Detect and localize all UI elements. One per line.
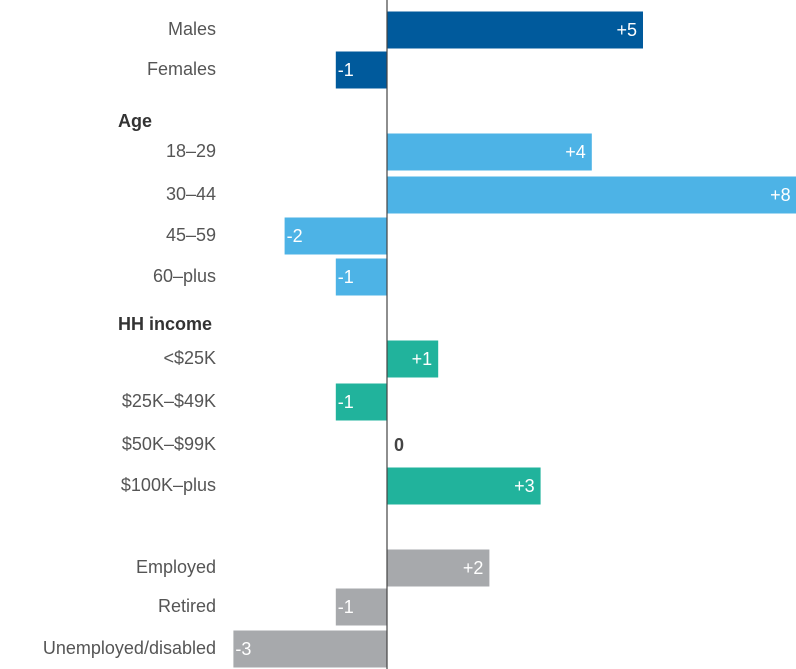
value-label: -3 — [235, 639, 251, 659]
category-label: 30–44 — [166, 184, 216, 204]
bar — [335, 383, 387, 421]
category-label: Females — [147, 59, 216, 79]
value-label: -2 — [287, 226, 303, 246]
value-label: +1 — [412, 349, 433, 369]
bar — [335, 51, 387, 89]
value-label: +3 — [514, 476, 535, 496]
category-label: $100K–plus — [121, 475, 216, 495]
category-label: <$25K — [163, 348, 216, 368]
category-label: $50K–$99K — [122, 434, 216, 454]
value-label: -1 — [338, 392, 354, 412]
value-label: -1 — [338, 597, 354, 617]
bar — [233, 630, 387, 668]
bar — [387, 133, 592, 171]
group-header: Age — [118, 111, 152, 131]
category-label: 60–plus — [153, 266, 216, 286]
bar — [335, 258, 387, 296]
bar — [284, 217, 387, 255]
value-label: +8 — [770, 185, 791, 205]
value-label: +5 — [616, 20, 637, 40]
category-label: $25K–$49K — [122, 391, 216, 411]
value-label: -1 — [338, 60, 354, 80]
group-header: HH income — [118, 314, 212, 334]
bar — [387, 467, 541, 505]
value-label: +4 — [565, 142, 586, 162]
category-label: 18–29 — [166, 141, 216, 161]
category-label: Employed — [136, 557, 216, 577]
category-label: Retired — [158, 596, 216, 616]
bar — [387, 11, 643, 49]
value-label: 0 — [394, 435, 404, 455]
bar — [335, 588, 387, 626]
category-label: Unemployed/disabled — [43, 638, 216, 658]
category-label: 45–59 — [166, 225, 216, 245]
category-label: Males — [168, 19, 216, 39]
bar — [387, 549, 490, 587]
bar — [387, 340, 439, 378]
value-label: -1 — [338, 267, 354, 287]
bar — [387, 176, 796, 214]
value-label: +2 — [463, 558, 484, 578]
